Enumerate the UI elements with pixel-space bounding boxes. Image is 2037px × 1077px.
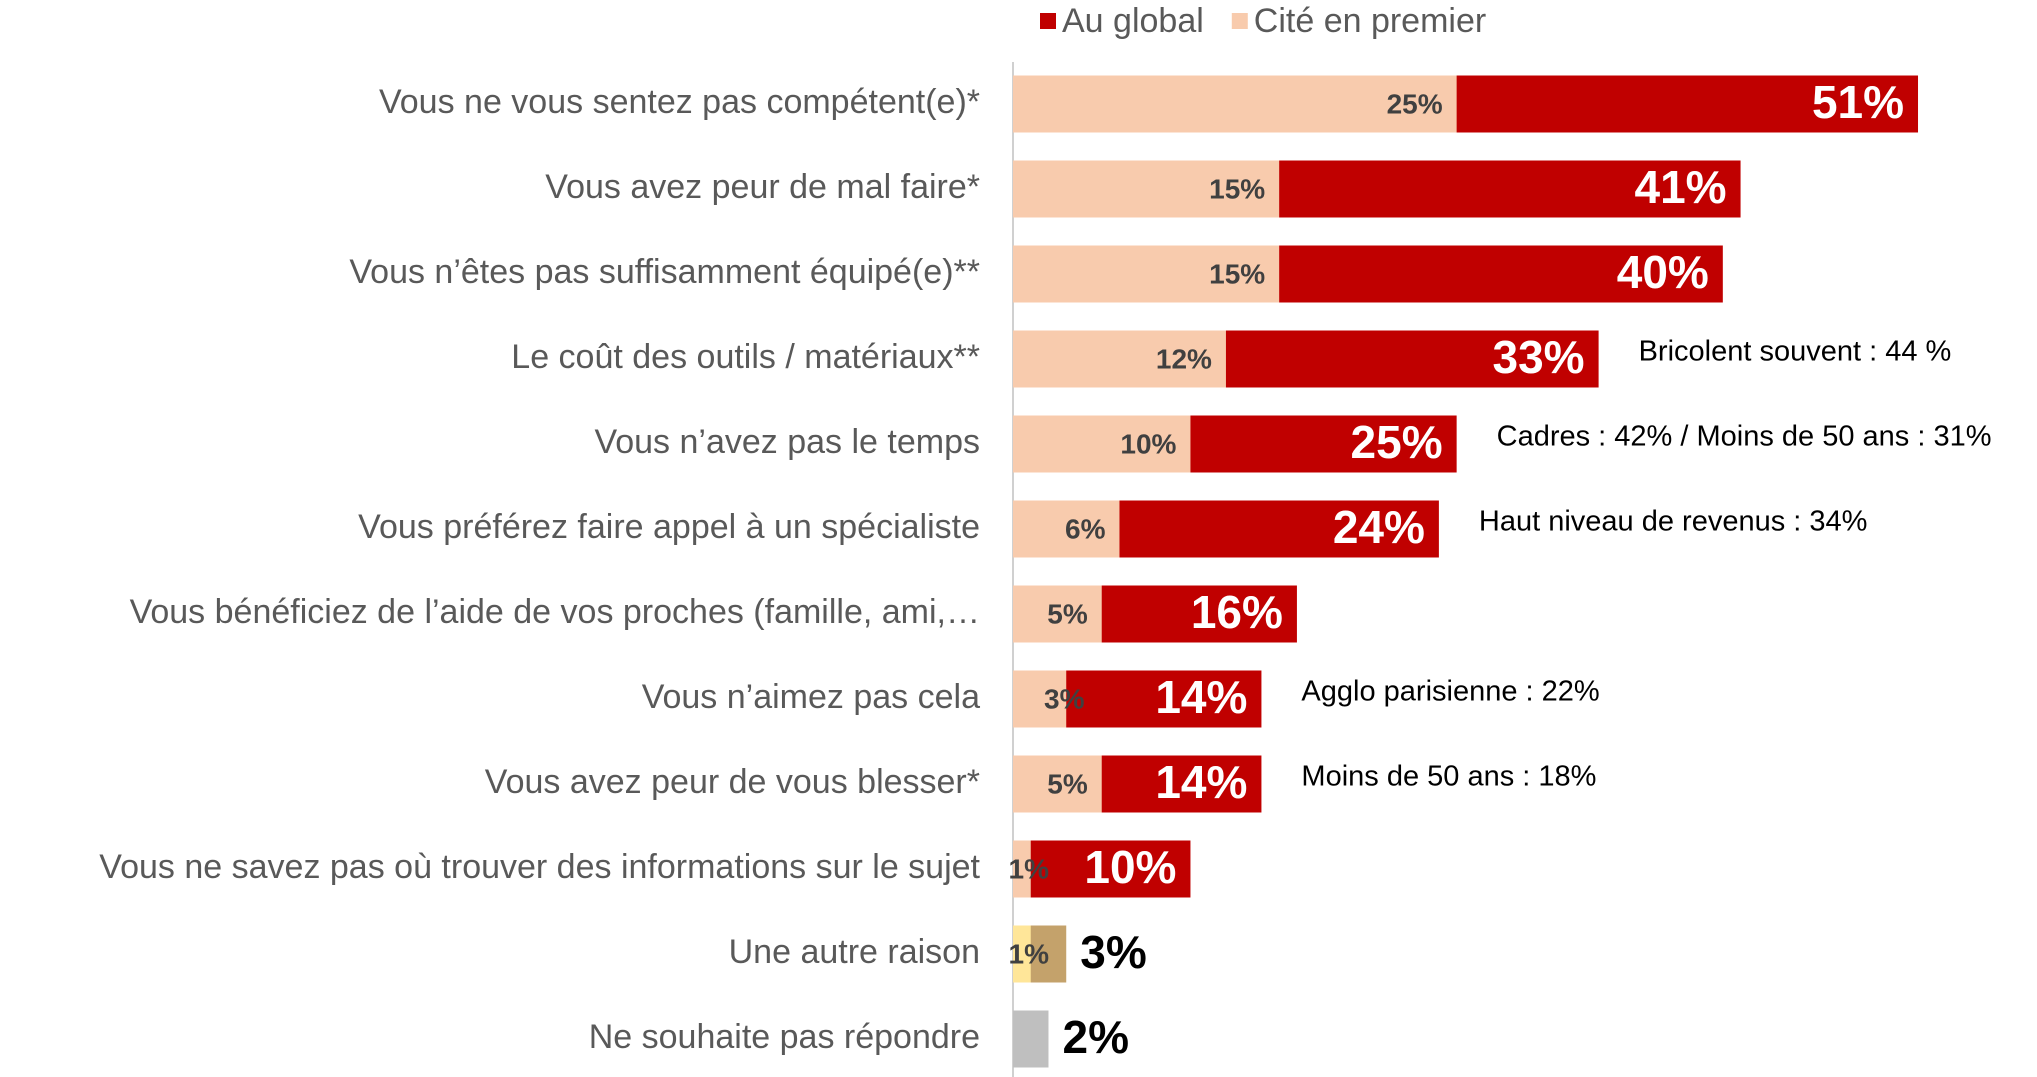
value-label: 10% bbox=[1084, 841, 1176, 893]
value-label: 40% bbox=[1617, 246, 1709, 298]
category-label: Vous n’avez pas le temps bbox=[594, 423, 980, 461]
category-label: Vous préférez faire appel à un spécialis… bbox=[358, 508, 980, 546]
bar bbox=[1013, 585, 1102, 643]
category-label: Vous avez peur de vous blesser* bbox=[485, 763, 980, 801]
value-label: 14% bbox=[1155, 756, 1247, 808]
value-label: 24% bbox=[1333, 501, 1425, 553]
category-label: Vous ne vous sentez pas compétent(e)* bbox=[379, 83, 980, 121]
annotation: Moins de 50 ans : 18% bbox=[1301, 761, 1596, 793]
annotation: Bricolent souvent : 44 % bbox=[1639, 336, 1952, 368]
category-label: Vous n’êtes pas suffisamment équipé(e)** bbox=[349, 253, 980, 291]
value-label: 3% bbox=[1080, 926, 1146, 978]
legend-swatch bbox=[1040, 13, 1056, 29]
legend-swatch bbox=[1231, 13, 1248, 29]
category-label: Vous ne savez pas où trouver des informa… bbox=[99, 848, 980, 886]
category-label: Ne souhaite pas répondre bbox=[589, 1018, 980, 1056]
bar bbox=[1013, 840, 1191, 898]
bar bbox=[1013, 755, 1102, 813]
bar bbox=[1013, 670, 1067, 728]
value-label: 33% bbox=[1493, 331, 1585, 383]
category-label: Le coût des outils / matériaux** bbox=[511, 338, 980, 376]
value-label: 51% bbox=[1812, 76, 1904, 128]
bar bbox=[1013, 925, 1031, 983]
value-label: 6% bbox=[1065, 513, 1106, 544]
category-label: Une autre raison bbox=[729, 933, 980, 971]
value-label: 25% bbox=[1351, 416, 1443, 468]
bar bbox=[1013, 415, 1191, 473]
value-label: 15% bbox=[1209, 173, 1265, 204]
category-label: Vous bénéficiez de l’aide de vos proches… bbox=[130, 593, 980, 631]
annotation: Agglo parisienne : 22% bbox=[1301, 676, 1599, 708]
value-label: 5% bbox=[1047, 768, 1088, 799]
value-label: 10% bbox=[1120, 428, 1176, 459]
value-label: 41% bbox=[1634, 161, 1726, 213]
value-label: 1% bbox=[1009, 938, 1050, 969]
value-label: 12% bbox=[1156, 343, 1212, 374]
category-label: Vous avez peur de mal faire* bbox=[545, 168, 980, 206]
value-label: 1% bbox=[1009, 853, 1050, 884]
legend-label: Cité en premier bbox=[1254, 2, 1486, 40]
bar bbox=[1013, 75, 1457, 133]
value-label: 15% bbox=[1209, 258, 1265, 289]
annotation: Haut niveau de revenus : 34% bbox=[1479, 506, 1868, 538]
bar bbox=[1013, 1010, 1049, 1068]
value-label: 2% bbox=[1062, 1011, 1128, 1063]
bar bbox=[1013, 245, 1280, 303]
bar bbox=[1013, 840, 1031, 898]
value-label: 5% bbox=[1047, 598, 1088, 629]
bar bbox=[1013, 500, 1120, 558]
annotation: Cadres : 42% / Moins de 50 ans : 31% bbox=[1497, 421, 1992, 453]
value-label: 16% bbox=[1191, 586, 1283, 638]
bar bbox=[1013, 160, 1280, 218]
value-label: 14% bbox=[1155, 671, 1247, 723]
bar bbox=[1013, 330, 1226, 388]
value-label: 25% bbox=[1387, 88, 1443, 119]
category-label: Vous n’aimez pas cela bbox=[642, 678, 980, 716]
legend-label: Au global bbox=[1062, 2, 1204, 40]
value-label: 3% bbox=[1044, 683, 1085, 714]
